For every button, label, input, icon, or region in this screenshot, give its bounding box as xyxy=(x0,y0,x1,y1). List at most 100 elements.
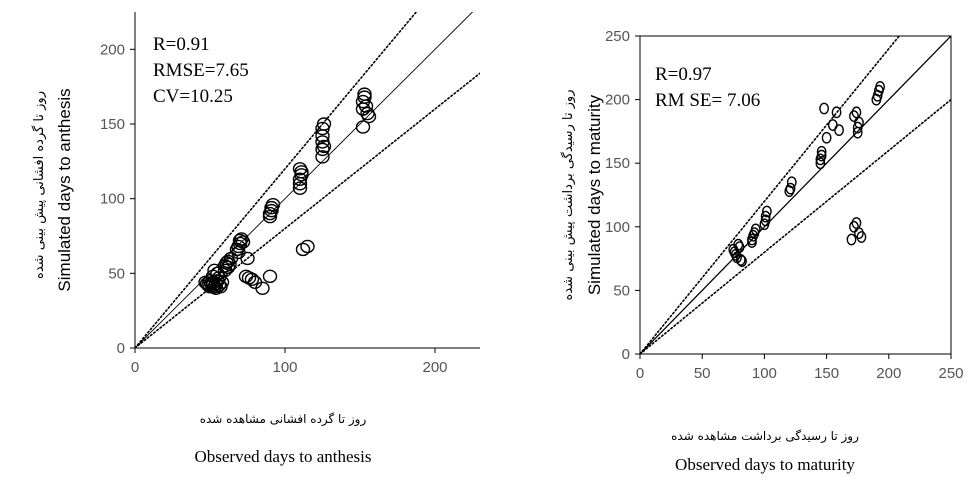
maturity-data-point xyxy=(734,241,745,254)
maturity-y-tick-label: 50 xyxy=(613,282,630,299)
anthesis-y-tick-label: 200 xyxy=(100,41,125,58)
maturity-data-point xyxy=(856,231,867,243)
maturity-y-label: Simulated days to maturity xyxy=(585,94,604,295)
anthesis-data-point xyxy=(264,203,279,218)
maturity-y-tick-label: 250 xyxy=(605,28,630,45)
anthesis-data-point xyxy=(315,150,330,164)
maturity-data-point xyxy=(733,238,744,251)
maturity-x-tick-label: 0 xyxy=(636,365,644,382)
maturity-axes-frame xyxy=(639,35,952,355)
anthesis-stat-r: R=0.91 xyxy=(153,34,210,55)
maturity-x-ticks: 0 50 100 150 200 250 xyxy=(636,354,964,382)
maturity-data-point xyxy=(760,210,771,223)
anthesis-data-point xyxy=(361,109,377,124)
anthesis-stats: R=0.91 RMSE=7.65 CV=10.25 xyxy=(153,34,249,107)
maturity-stat-r: R=0.97 xyxy=(655,64,712,85)
maturity-stats: R=0.97 RM SE= 7.06 xyxy=(655,64,760,111)
maturity-y-tick-label: 0 xyxy=(622,346,630,363)
maturity-data-point xyxy=(852,121,863,134)
maturity-data-point xyxy=(849,110,859,123)
maturity-data-point xyxy=(750,223,761,236)
maturity-data-point xyxy=(785,182,796,195)
anthesis-x-label-fa: روز تا گرده افشانی مشاهده شده xyxy=(200,412,367,427)
maturity-data-point xyxy=(854,116,864,129)
maturity-y-tick-label: 100 xyxy=(605,219,630,236)
anthesis-y-tick-label: 50 xyxy=(108,265,125,282)
maturity-x-tick-label: 200 xyxy=(876,365,901,382)
maturity-data-point xyxy=(819,102,830,115)
maturity-data-point xyxy=(827,119,838,131)
anthesis-data-point xyxy=(316,117,332,131)
anthesis-upper-bound-line xyxy=(135,12,418,348)
anthesis-y-tick-label: 0 xyxy=(117,340,125,357)
maturity-data-point xyxy=(834,124,844,137)
anthesis-data-point xyxy=(355,120,371,134)
anthesis-data-point xyxy=(295,242,311,257)
maturity-y-ticks: 0 50 100 150 200 250 xyxy=(605,28,640,363)
maturity-x-tick-label: 150 xyxy=(814,365,839,382)
maturity-stat-rmse: RM SE= 7.06 xyxy=(655,90,760,111)
anthesis-stat-rmse: RMSE=7.65 xyxy=(153,60,249,81)
anthesis-data-point xyxy=(265,197,281,212)
anthesis-data-point xyxy=(255,281,270,295)
anthesis-data-point xyxy=(217,263,233,278)
maturity-data-point xyxy=(760,214,771,227)
anthesis-lower-bound-line xyxy=(135,72,480,348)
anthesis-x-ticks: 0 100 200 xyxy=(131,348,448,376)
anthesis-y-label: Simulated days to anthesis xyxy=(55,88,74,291)
maturity-data-point xyxy=(748,229,759,242)
maturity-y-tick-label: 150 xyxy=(605,155,630,172)
anthesis-data-point xyxy=(262,269,278,284)
maturity-data-point xyxy=(846,233,857,246)
maturity-data-point xyxy=(815,157,826,170)
anthesis-data-point xyxy=(292,181,308,195)
anthesis-y-ticks: 0 50 100 150 200 xyxy=(100,41,135,357)
anthesis-data-point xyxy=(292,162,308,176)
maturity-x-tick-label: 50 xyxy=(694,365,711,382)
anthesis-y-tick-label: 100 xyxy=(100,191,125,208)
anthesis-stat-cv: CV=10.25 xyxy=(153,86,233,107)
anthesis-data-point xyxy=(357,90,372,104)
anthesis-data-point xyxy=(357,87,372,101)
anthesis-y-tick-label: 150 xyxy=(100,116,125,133)
anthesis-data-point xyxy=(205,269,221,284)
maturity-y-label-fa: روز تا رسیدگی برداشت پیش بینی شده xyxy=(560,90,576,301)
anthesis-panel: 0 100 200 0 50 100 150 200 R=0.91 RMSE=7.65 CV… xyxy=(31,12,480,466)
maturity-x-label-fa: روز تا رسیدگی برداشت مشاهده شده xyxy=(671,429,859,444)
maturity-lines xyxy=(640,36,951,354)
anthesis-data-point xyxy=(316,139,332,154)
anthesis-x-tick-label: 200 xyxy=(422,359,447,376)
anthesis-data-point xyxy=(300,239,315,254)
maturity-data-point xyxy=(786,176,797,189)
maturity-1:1-line xyxy=(640,36,951,354)
maturity-x-tick-label: 100 xyxy=(752,365,777,382)
anthesis-points xyxy=(198,87,377,295)
maturity-upper-bound-line xyxy=(640,36,901,354)
anthesis-data-point xyxy=(244,272,260,287)
maturity-data-point xyxy=(761,205,772,218)
anthesis-axes xyxy=(134,12,480,349)
anthesis-x-tick-label: 100 xyxy=(272,359,297,376)
maturity-data-point xyxy=(831,106,842,119)
maturity-x-tick-label: 250 xyxy=(938,365,963,382)
maturity-points xyxy=(728,80,885,268)
maturity-data-point xyxy=(737,255,747,268)
maturity-data-point xyxy=(821,131,832,144)
anthesis-data-point xyxy=(210,266,225,281)
anthesis-data-point xyxy=(240,251,255,266)
maturity-data-point xyxy=(854,227,864,240)
maturity-data-point xyxy=(849,220,859,233)
anthesis-data-point xyxy=(358,99,374,113)
anthesis-x-tick-label: 0 xyxy=(131,359,139,376)
anthesis-data-point xyxy=(220,260,236,275)
anthesis-data-point xyxy=(294,168,309,182)
maturity-x-label: Observed days to maturity xyxy=(675,455,855,474)
anthesis-x-label: Observed days to anthesis xyxy=(194,447,371,466)
anthesis-y-label-fa: روز تا گرده افشانی پیش بینی شده xyxy=(31,91,47,279)
maturity-panel: 0 50 100 150 200 250 0 50 100 150 200 250 R=0.97 R… xyxy=(560,28,964,474)
maturity-lower-bound-line xyxy=(640,98,951,354)
maturity-data-point xyxy=(816,145,827,158)
maturity-data-point xyxy=(735,253,746,266)
maturity-data-point xyxy=(816,149,827,162)
